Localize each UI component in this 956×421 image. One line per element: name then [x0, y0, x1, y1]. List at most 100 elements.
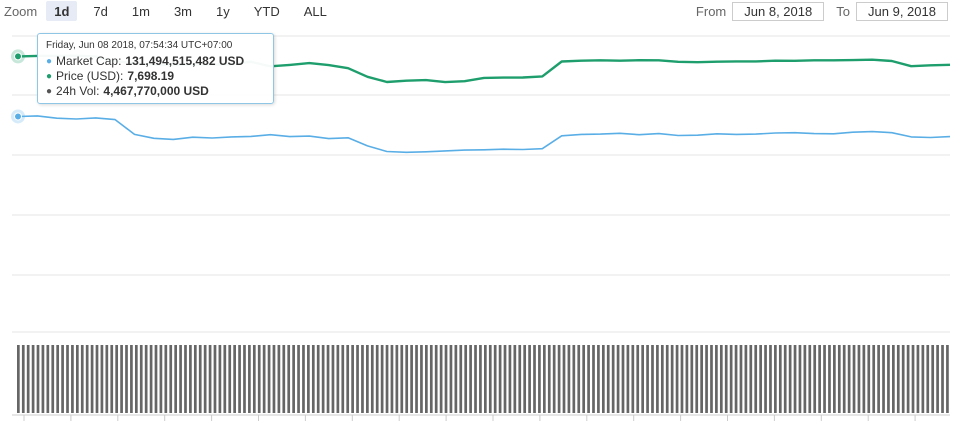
volume-bar [336, 345, 340, 413]
volume-bar [665, 345, 669, 413]
chart-tooltip: Friday, Jun 08 2018, 07:54:34 UTC+07:00 … [37, 33, 274, 104]
volume-bar [749, 345, 753, 413]
volume-bar [498, 345, 502, 413]
to-label: To [836, 3, 850, 19]
from-date-input[interactable]: Jun 8, 2018 [732, 1, 825, 21]
volume-bar [503, 345, 507, 413]
volume-bar [410, 345, 413, 413]
zoom-label: Zoom [4, 3, 38, 19]
volume-bar [488, 345, 492, 413]
volume-bar [71, 345, 74, 413]
volume-bar [51, 345, 55, 413]
volume-bar [616, 345, 620, 413]
volume-bar [646, 345, 649, 413]
volume-bar [877, 345, 880, 413]
volume-bar [547, 345, 551, 413]
volume-bar [459, 345, 463, 413]
volume-bar [248, 345, 251, 413]
volume-bar [164, 345, 168, 413]
volume-bar [311, 345, 315, 413]
hover-markers [11, 49, 25, 124]
volume-bar [626, 345, 630, 413]
volume-bar [513, 345, 517, 413]
volume-bar [577, 345, 581, 413]
tooltip-price-value: 7,698.19 [127, 69, 175, 83]
zoom-1d-button[interactable]: 1d [46, 1, 78, 21]
volume-bar [174, 345, 178, 413]
volume-bar [302, 345, 305, 413]
volume-bar [906, 345, 910, 413]
volume-bar [356, 345, 359, 413]
zoom-7d-button[interactable]: 7d [93, 3, 108, 19]
volume-bar [651, 345, 654, 413]
tooltip-volume-value: 4,467,770,000 USD [103, 84, 209, 98]
volume-bar [557, 345, 561, 413]
volume-bar [193, 345, 197, 413]
volume-bar [115, 345, 119, 413]
volume-bar [90, 345, 94, 413]
volume-bar [316, 345, 320, 413]
zoom-1y-button[interactable]: 1y [216, 3, 230, 19]
volume-bar [159, 345, 163, 413]
tooltip-price-row: ● Price (USD): 7,698.19 [46, 69, 265, 84]
volume-bar [267, 345, 271, 413]
zoom-1m-button[interactable]: 1m [131, 3, 150, 19]
tooltip-market-cap-row: ● Market Cap: 131,494,515,482 USD [46, 54, 265, 69]
zoom-3m-button[interactable]: 3m [173, 3, 192, 19]
volume-bar [833, 345, 836, 413]
volume-bar [139, 345, 143, 413]
volume-bar [203, 345, 207, 413]
volume-bar [370, 345, 374, 413]
volume-bar [189, 345, 192, 413]
volume-bar [154, 345, 158, 413]
volume-bar [582, 345, 586, 413]
zoom-all-button[interactable]: ALL [303, 3, 327, 19]
volume-bar [474, 345, 477, 413]
to-date-input[interactable]: Jun 9, 2018 [856, 1, 948, 21]
volume-bar [56, 345, 60, 413]
volume-bar [405, 345, 409, 413]
volume-bar [120, 345, 123, 413]
volume-bar [508, 345, 512, 413]
volume-bar [233, 345, 236, 413]
volume-bar [66, 345, 69, 413]
volume-bar [562, 345, 566, 413]
market-cap-hover-point [14, 112, 22, 121]
volume-bar [385, 345, 389, 413]
volume-bar [926, 345, 930, 413]
volume-bar [936, 345, 939, 413]
volume-bar [434, 345, 438, 413]
volume-bar [41, 345, 45, 413]
volume-bar [793, 345, 797, 413]
volume-bar [238, 345, 241, 413]
tooltip-date: Friday, Jun 08 2018, 07:54:34 UTC+07:00 [46, 40, 233, 51]
volume-bar [420, 345, 423, 413]
volume-bar [680, 345, 684, 413]
volume-bar [46, 345, 50, 413]
volume-dot-icon: ● [46, 86, 53, 97]
volume-bar [887, 345, 890, 413]
volume-bar [872, 345, 876, 413]
tooltip-volume-row: ● 24h Vol: 4,467,770,000 USD [46, 84, 265, 99]
volume-bar [710, 345, 713, 413]
volume-bar [134, 345, 138, 413]
volume-bar [715, 345, 718, 413]
volume-bar [326, 345, 330, 413]
volume-bar [719, 345, 723, 413]
volume-bar [759, 345, 762, 413]
volume-bar [351, 345, 354, 413]
volume-bar [729, 345, 733, 413]
volume-bar [744, 345, 748, 413]
zoom-ytd-button[interactable]: YTD [253, 3, 280, 19]
volume-bar [769, 345, 772, 413]
volume-bar [847, 345, 851, 413]
volume-bar [798, 345, 802, 413]
volume-bar [690, 345, 694, 413]
volume-bar [307, 345, 310, 413]
volume-bar [390, 345, 394, 413]
volume-bar [415, 345, 418, 413]
volume-bar [867, 345, 871, 413]
volume-bar [282, 345, 286, 413]
volume-bar [946, 345, 949, 413]
volume-bar [208, 345, 212, 413]
